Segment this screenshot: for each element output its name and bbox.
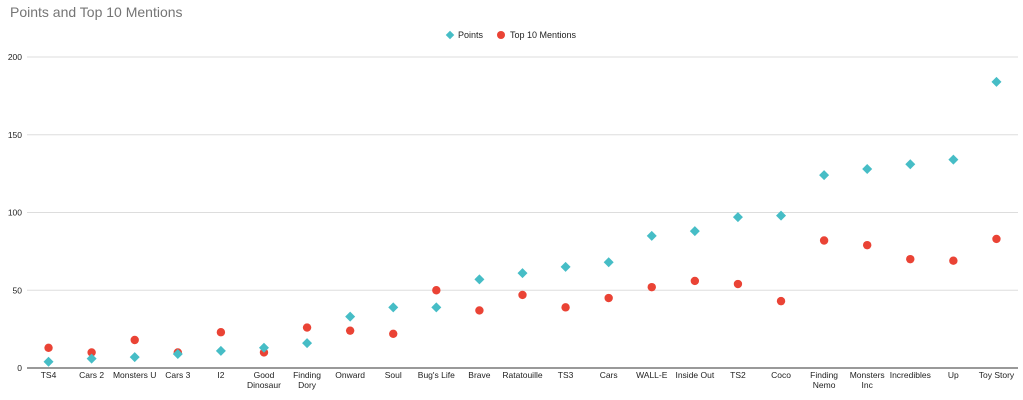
x-tick-label: TS2 <box>730 370 746 380</box>
legend: Points Top 10 Mentions <box>0 30 1023 40</box>
mentions-point <box>906 254 915 264</box>
mentions-point <box>345 326 355 335</box>
mentions-point <box>389 329 398 338</box>
x-tick-label: Finding Dory <box>293 370 321 390</box>
points-point <box>905 159 916 170</box>
legend-item-points[interactable]: Points <box>445 30 483 40</box>
x-tick-label: TS3 <box>558 370 574 380</box>
x-tick-label: Monsters Inc <box>850 370 885 390</box>
chart-title: Points and Top 10 Mentions <box>10 4 183 20</box>
legend-item-mentions[interactable]: Top 10 Mentions <box>496 30 577 40</box>
mentions-point <box>690 276 700 286</box>
points-point <box>517 268 528 279</box>
x-tick-label: Up <box>948 370 959 380</box>
x-tick-label: WALL-E <box>636 370 668 380</box>
y-tick-label: 100 <box>8 208 22 218</box>
y-tick-label: 50 <box>13 285 23 295</box>
mentions-point <box>130 335 139 345</box>
mentions-point <box>87 348 96 357</box>
x-tick-label: Cars 3 <box>165 370 190 380</box>
points-point <box>215 345 226 356</box>
x-tick-label: Cars <box>600 370 618 380</box>
points-point <box>732 212 743 223</box>
points-point <box>431 302 442 313</box>
circle-marker-icon <box>496 31 505 39</box>
points-point <box>345 311 356 322</box>
mentions-point <box>992 234 1001 244</box>
points-point <box>689 226 700 237</box>
x-tick-label: TS4 <box>41 370 57 380</box>
points-point <box>991 76 1002 87</box>
mentions-point <box>819 236 829 245</box>
points-point <box>172 349 183 360</box>
x-tick-label: Toy Story <box>979 370 1015 380</box>
points-point <box>129 352 140 363</box>
mentions-point <box>561 303 570 312</box>
points-point <box>302 338 313 349</box>
x-tick-label: Cars 2 <box>79 370 104 380</box>
points-point <box>819 170 830 181</box>
mentions-point <box>776 296 786 306</box>
mentions-point <box>647 282 656 292</box>
x-tick-label: Finding Nemo <box>810 370 838 390</box>
mentions-point <box>604 293 613 303</box>
x-tick-label: Onward <box>335 370 365 380</box>
mentions-point <box>302 323 312 332</box>
legend-label: Top 10 Mentions <box>509 30 577 40</box>
y-tick-label: 0 <box>17 363 22 373</box>
mentions-point <box>475 306 484 315</box>
mentions-point <box>432 286 441 295</box>
points-point <box>560 261 571 272</box>
mentions-point <box>862 240 872 250</box>
x-tick-label: Ratatouille <box>502 370 542 380</box>
points-point <box>86 353 97 364</box>
x-tick-label: Incredibles <box>890 370 931 380</box>
points-point <box>646 230 657 241</box>
x-tick-label: Monsters U <box>113 370 156 380</box>
points-point <box>603 257 614 268</box>
x-tick-label: Coco <box>771 370 791 380</box>
x-tick-label: Bug's Life <box>418 370 455 380</box>
points-point <box>776 210 787 221</box>
x-tick-label: Inside Out <box>675 370 714 380</box>
x-tick-label: Soul <box>385 370 402 380</box>
y-tick-label: 150 <box>8 130 22 140</box>
mentions-point <box>733 279 743 289</box>
points-point <box>388 302 399 313</box>
points-point <box>474 274 485 285</box>
mentions-point <box>216 328 226 337</box>
points-point <box>948 154 959 165</box>
points-point <box>43 356 54 367</box>
legend-label: Points <box>457 30 483 40</box>
mentions-point <box>44 343 53 352</box>
mentions-point <box>949 256 958 265</box>
x-tick-label: I2 <box>217 370 224 380</box>
points-point <box>862 163 873 174</box>
mentions-point <box>518 290 527 300</box>
x-tick-label: Good Dinosaur <box>247 370 281 390</box>
x-tick-label: Brave <box>468 370 490 380</box>
points-point <box>258 342 269 353</box>
y-tick-label: 200 <box>8 52 22 62</box>
